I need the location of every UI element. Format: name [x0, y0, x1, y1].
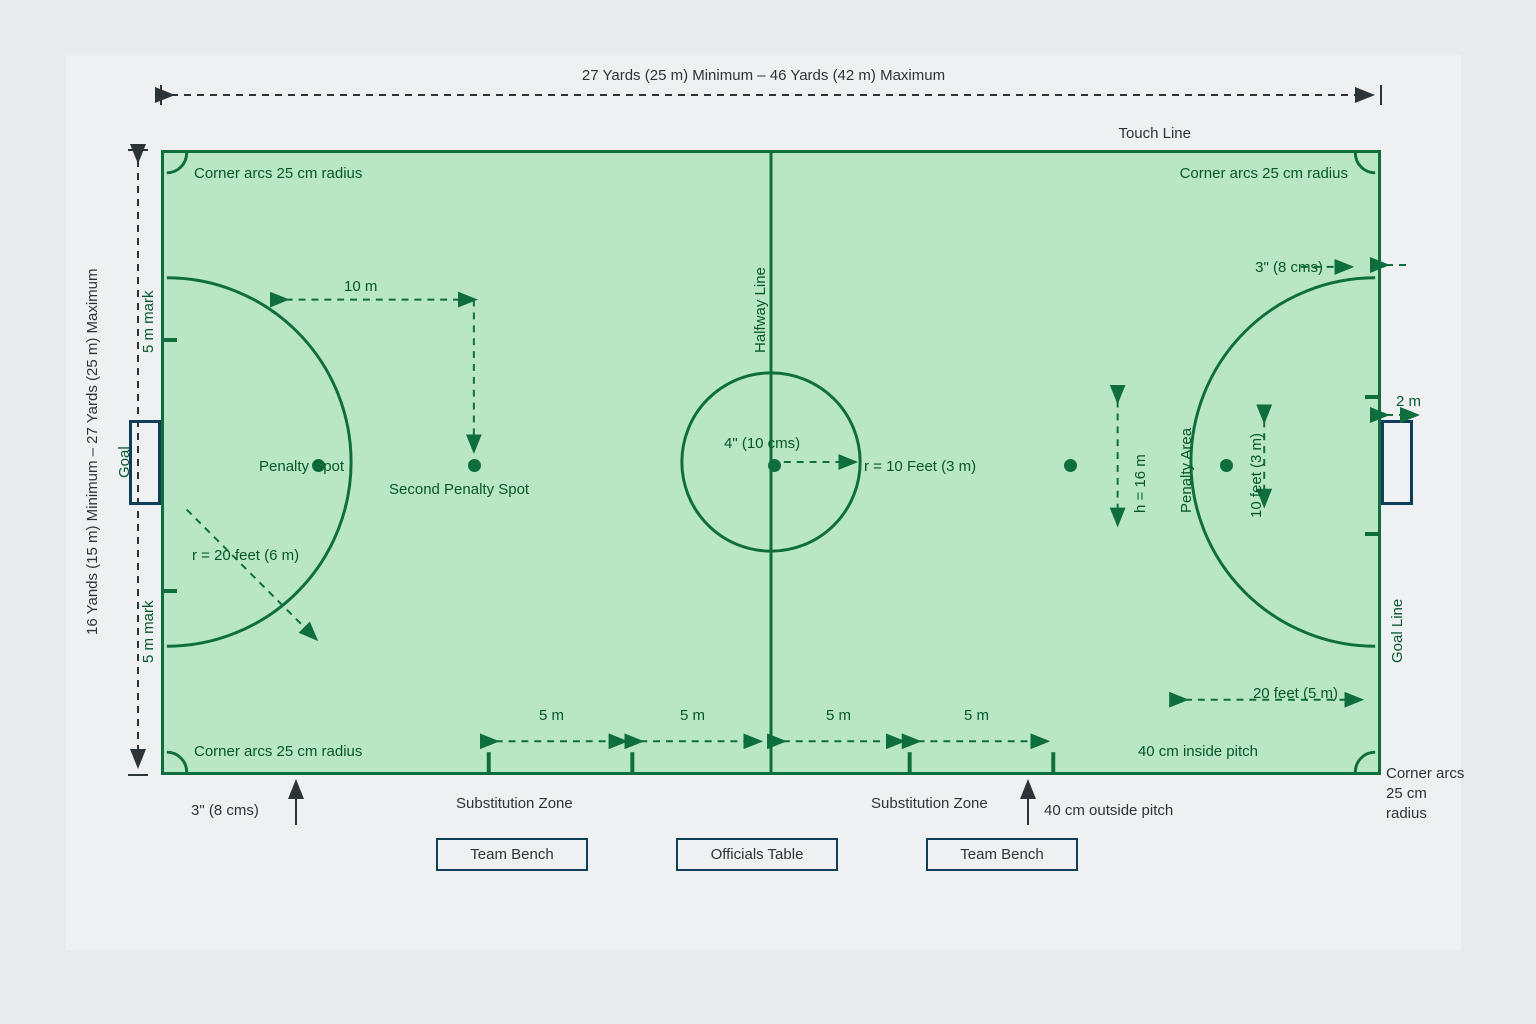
goal-line-label: Goal Line — [1389, 543, 1406, 663]
corner-br-1: Corner arcs — [1386, 765, 1464, 782]
ten-m-label: 10 m — [344, 278, 377, 295]
five-m-4: 5 m — [964, 707, 989, 724]
five-m-mark-bot-label: 5 m mark — [140, 573, 157, 663]
h16m-label: h = 16 m — [1132, 418, 1149, 513]
arc-radius-label: r = 20 feet (6 m) — [192, 547, 299, 564]
two-m-label: 2 m — [1396, 393, 1421, 410]
center-spot — [768, 459, 781, 472]
corner-br-3: radius — [1386, 805, 1427, 822]
penalty-spot-label: Penalty Spot — [259, 458, 344, 475]
five-m-tick — [161, 589, 177, 593]
team-bench-right: Team Bench — [926, 838, 1078, 871]
five-m-1: 5 m — [539, 707, 564, 724]
inside-pitch-label: 40 cm inside pitch — [1138, 743, 1258, 760]
penalty-tick — [1365, 395, 1381, 399]
penalty-spot-right — [1220, 459, 1233, 472]
halfway-line-label: Halfway Line — [752, 223, 769, 353]
twenty-feet-label: 20 feet (5 m) — [1253, 685, 1338, 702]
corner-tl-label: Corner arcs 25 cm radius — [194, 165, 362, 182]
five-m-mark-top-label: 5 m mark — [140, 263, 157, 353]
second-penalty-spot-label: Second Penalty Spot — [389, 481, 529, 498]
goal-left — [129, 420, 161, 505]
ten-feet-label: 10 feet (3 m) — [1248, 408, 1265, 518]
team-bench-left: Team Bench — [436, 838, 588, 871]
officials-table: Officials Table — [676, 838, 838, 871]
sub-zone-right-label: Substitution Zone — [871, 795, 988, 812]
five-m-3: 5 m — [826, 707, 851, 724]
second-penalty-spot-left — [468, 459, 481, 472]
center-radius-label: r = 10 Feet (3 m) — [864, 458, 976, 475]
second-penalty-spot-right — [1064, 459, 1077, 472]
corner-br-2: 25 cm — [1386, 785, 1427, 802]
corner-bl-label: Corner arcs 25 cm radius — [194, 743, 362, 760]
penalty-area-label: Penalty Area — [1178, 413, 1195, 513]
five-m-2: 5 m — [680, 707, 705, 724]
penalty-tick — [1365, 532, 1381, 536]
futsal-field: Corner arcs 25 cm radius Corner arcs 25 … — [161, 150, 1381, 775]
sub-zone-left-label: Substitution Zone — [456, 795, 573, 812]
diagram-stage: 27 Yards (25 m) Minimum – 46 Yards (42 m… — [66, 55, 1461, 950]
five-m-tick — [161, 338, 177, 342]
corner-tr-label: Corner arcs 25 cm radius — [1180, 165, 1348, 182]
outside-pitch-label: 40 cm outside pitch — [1044, 802, 1173, 819]
three-inch-tr-label: 3" (8 cms) — [1255, 259, 1323, 276]
touch-line-label: Touch Line — [1118, 125, 1191, 142]
three-inch-bl-label: 3" (8 cms) — [191, 802, 259, 819]
center-spot-label: 4" (10 cms) — [724, 435, 800, 452]
goal-right — [1381, 420, 1413, 505]
height-dimension-label: 16 Yands (15 m) Minimum – 27 Yards (25 m… — [84, 305, 101, 635]
